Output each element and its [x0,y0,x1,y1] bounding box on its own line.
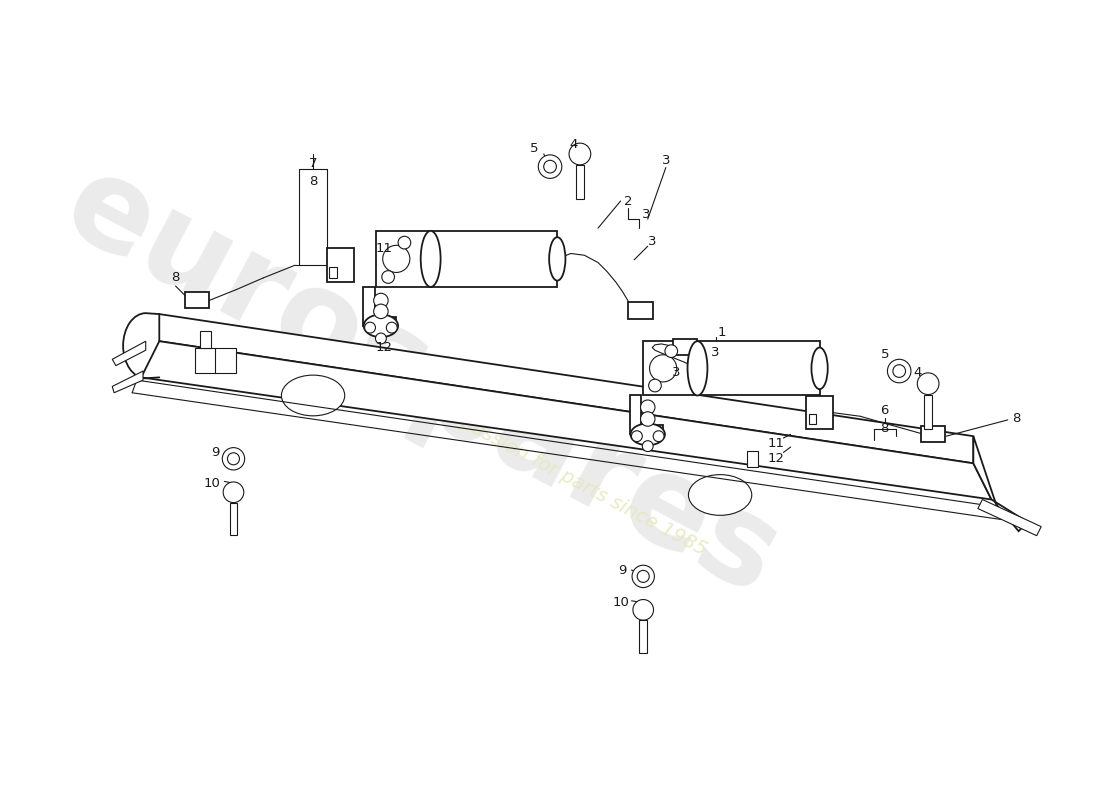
Circle shape [374,304,388,318]
Text: 5: 5 [530,142,539,155]
Text: 4: 4 [913,366,922,379]
Ellipse shape [282,375,344,416]
Text: 7: 7 [309,157,317,170]
Text: 8: 8 [309,174,317,188]
Text: 10: 10 [613,596,629,609]
Circle shape [375,333,386,344]
Circle shape [649,379,661,392]
Circle shape [631,430,642,442]
Bar [327,248,354,282]
Circle shape [374,294,388,308]
Circle shape [640,400,654,414]
Bar [644,342,697,395]
Text: 1: 1 [717,326,726,338]
Bar [196,347,236,373]
Circle shape [888,359,911,383]
Text: 3: 3 [648,235,657,248]
Bar [431,231,558,287]
Text: 3: 3 [641,208,650,221]
Bar [808,414,816,425]
Circle shape [649,354,676,382]
Circle shape [364,322,375,333]
Text: 8: 8 [172,271,179,284]
Circle shape [664,345,678,358]
Bar [639,620,647,653]
Polygon shape [160,314,974,463]
Bar [628,302,653,318]
Ellipse shape [688,342,707,395]
Circle shape [228,453,240,465]
Circle shape [223,482,244,502]
Bar [376,231,431,287]
Bar [697,342,820,395]
Text: 8: 8 [1013,411,1021,425]
Circle shape [398,236,410,249]
Text: 12: 12 [768,452,784,466]
Bar [673,339,696,354]
Circle shape [538,155,562,178]
Bar [575,165,584,199]
Polygon shape [112,371,143,393]
Circle shape [383,246,410,273]
Circle shape [386,322,397,333]
Text: 8: 8 [880,422,889,435]
Text: 9: 9 [618,563,627,577]
Circle shape [893,365,905,378]
Bar [924,394,932,429]
Polygon shape [363,287,396,326]
Text: 12: 12 [375,341,392,354]
Text: 11: 11 [375,242,392,254]
Bar [747,450,758,467]
Text: a passion for parts since 1985: a passion for parts since 1985 [441,404,710,559]
Circle shape [382,270,395,283]
Ellipse shape [630,423,664,446]
Bar [185,292,209,308]
Circle shape [543,160,557,173]
Text: 11: 11 [768,437,784,450]
Ellipse shape [420,231,441,287]
Circle shape [640,412,654,426]
Polygon shape [974,436,1027,531]
Ellipse shape [812,347,827,389]
Text: 5: 5 [880,348,889,362]
Text: 2: 2 [624,194,632,207]
Circle shape [632,599,653,620]
Text: 10: 10 [204,477,220,490]
Circle shape [653,430,664,442]
Bar [806,396,833,429]
Polygon shape [629,395,663,434]
Text: 4: 4 [570,138,578,151]
Circle shape [642,441,653,451]
Text: 3: 3 [672,366,681,379]
Text: 9: 9 [211,446,220,459]
Text: 6: 6 [880,404,889,418]
Circle shape [569,143,591,165]
Ellipse shape [549,237,565,281]
Bar [921,426,945,442]
Text: 3: 3 [661,154,670,167]
Ellipse shape [689,474,751,515]
Polygon shape [141,342,991,499]
Text: 3: 3 [712,346,719,359]
Text: eurospares: eurospares [44,143,799,621]
Polygon shape [112,342,145,366]
Circle shape [632,566,654,587]
Circle shape [222,448,244,470]
Bar [200,331,211,347]
Bar [230,502,238,535]
Polygon shape [978,499,1042,536]
Bar [329,267,337,278]
Ellipse shape [364,314,398,337]
Circle shape [637,570,649,582]
Circle shape [917,373,939,394]
